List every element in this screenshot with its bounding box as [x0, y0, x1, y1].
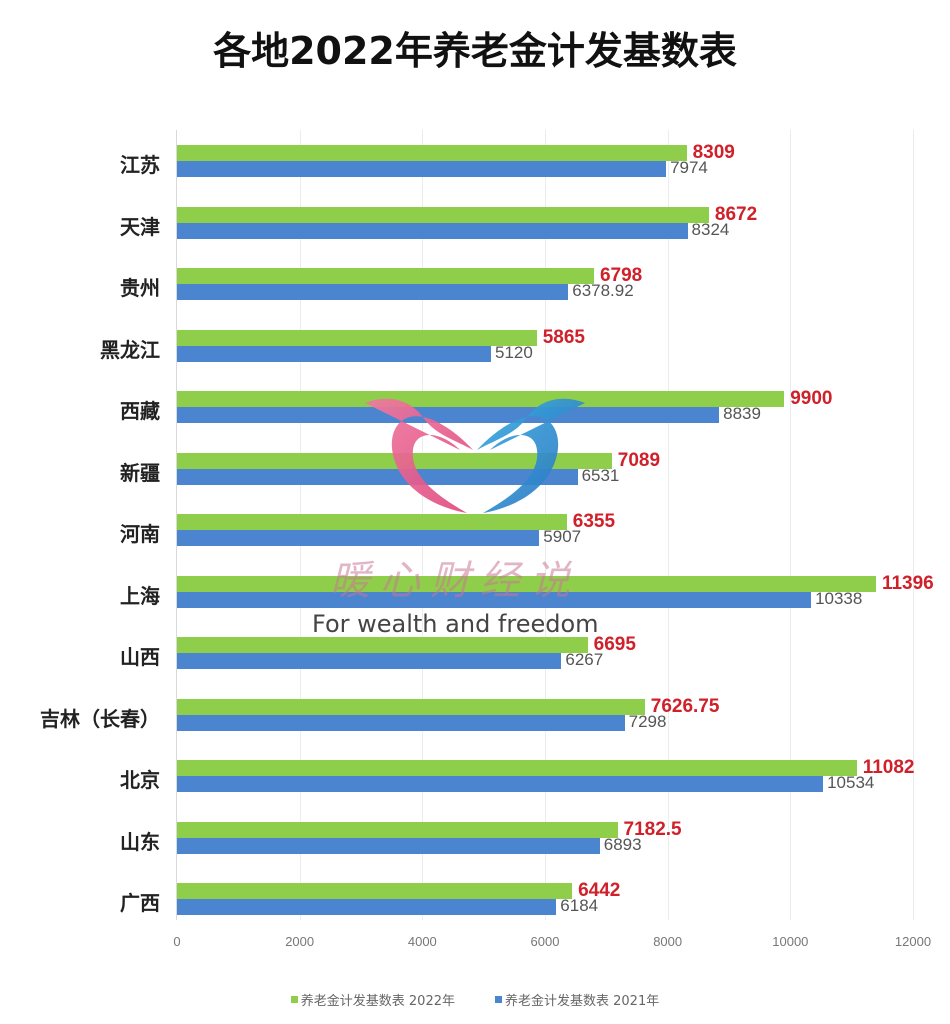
data-label-2021: 6184	[560, 896, 599, 915]
bar-2021	[177, 899, 557, 915]
data-label-2022: 6798	[599, 265, 643, 286]
bar-2021	[177, 407, 720, 423]
data-label-2022: 6442	[578, 880, 621, 901]
bar-2022	[177, 452, 612, 469]
data-label-2021: 8324	[691, 219, 730, 239]
category-label: 广西	[120, 891, 160, 915]
data-label-2021: 6531	[581, 465, 620, 485]
data-label-2022: 7626.75	[650, 695, 720, 717]
data-label-2021: 10338	[815, 588, 863, 608]
data-label-2022: 6355	[572, 511, 616, 532]
x-tick-label: 10000	[772, 934, 809, 949]
data-label-2022: 9900	[790, 388, 833, 409]
bar-2021	[177, 530, 540, 546]
bar-2022	[177, 821, 618, 838]
watermark-english-text: For wealth and freedom	[312, 610, 599, 638]
heart-birds-logo-icon	[365, 398, 585, 513]
category-label: 江苏	[120, 153, 160, 177]
data-label-2021: 6378.92	[572, 281, 634, 300]
category-label: 上海	[120, 583, 160, 608]
data-label-2021: 7298	[628, 711, 667, 731]
watermark-chinese-text: 暖心财经说	[330, 558, 580, 604]
data-label-2021: 5120	[495, 342, 533, 362]
category-label: 贵州	[120, 276, 160, 300]
bar-2022	[177, 698, 645, 715]
data-label-2021: 6893	[603, 834, 642, 854]
data-label-2021: 10534	[827, 773, 875, 792]
legend-label-2021: 养老金计发基数表 2021年	[505, 994, 660, 1009]
bar-2022	[177, 575, 876, 592]
x-tick-label: 4000	[407, 934, 437, 949]
x-tick-label: 2000	[285, 934, 315, 949]
bar-2022	[177, 268, 594, 284]
category-label: 黑龙江	[100, 337, 160, 362]
x-tick-label: 6000	[530, 934, 560, 949]
category-label: 河南	[120, 522, 160, 546]
bar-2021	[177, 837, 600, 854]
bar-2022	[177, 206, 709, 223]
category-label: 天津	[120, 214, 160, 239]
category-label: 吉林（长春）	[40, 706, 160, 731]
bar-2022	[177, 637, 588, 653]
y-axis-line	[176, 130, 177, 920]
bar-2021	[177, 284, 569, 300]
data-label-2022: 7089	[617, 449, 661, 471]
legend-swatch-2021	[495, 996, 502, 1003]
category-label: 西藏	[120, 399, 160, 423]
chart-title: 各地2022年养老金计发基数表	[213, 29, 737, 73]
data-label-2021: 6267	[565, 650, 604, 669]
bar-2021	[177, 161, 667, 177]
bar-2021	[177, 468, 578, 485]
data-label-2022: 8309	[692, 142, 735, 163]
gridline	[668, 130, 669, 920]
category-label: 山西	[120, 645, 160, 669]
bar-2022	[177, 514, 567, 530]
category-label: 北京	[120, 768, 160, 792]
data-label-2022: 7182.5	[623, 818, 682, 840]
bar-2021	[177, 591, 812, 608]
gridline	[913, 130, 914, 920]
bar-2022	[177, 883, 573, 899]
data-label-2022: 5865	[542, 326, 585, 348]
bar-2022	[177, 329, 537, 346]
bar-2021	[177, 222, 688, 239]
data-label-2022: 6695	[593, 634, 636, 655]
x-tick-label: 12000	[894, 934, 932, 949]
data-label-2022: 11396	[881, 572, 934, 594]
data-label-2022: 8672	[714, 203, 758, 225]
gridline	[790, 130, 791, 920]
data-label-2021: 8839	[723, 404, 761, 423]
x-tick-label: 8000	[653, 934, 683, 949]
data-label-2021: 5907	[543, 527, 582, 546]
category-label: 山东	[120, 829, 160, 854]
bar-2022	[177, 760, 857, 776]
x-tick-label: 0	[173, 934, 181, 949]
data-label-2021: 7974	[670, 158, 708, 177]
legend-swatch-2022	[290, 996, 298, 1003]
category-label: 新疆	[120, 460, 160, 485]
bar-2021	[177, 653, 562, 669]
bar-2021	[177, 714, 625, 731]
legend: 养老金计发基数表 2022年 养老金计发基数表 2021年	[0, 990, 950, 1009]
legend-label-2022: 养老金计发基数表 2022年	[300, 994, 455, 1009]
bar-2022	[177, 145, 687, 161]
bar-2022	[177, 391, 785, 407]
bar-2021	[177, 345, 492, 362]
data-label-2022: 11082	[862, 757, 915, 778]
bar-2021	[177, 776, 824, 792]
legend-item-2022: 养老金计发基数表 2022年	[290, 990, 455, 1009]
legend-item-2021: 养老金计发基数表 2021年	[495, 990, 659, 1009]
